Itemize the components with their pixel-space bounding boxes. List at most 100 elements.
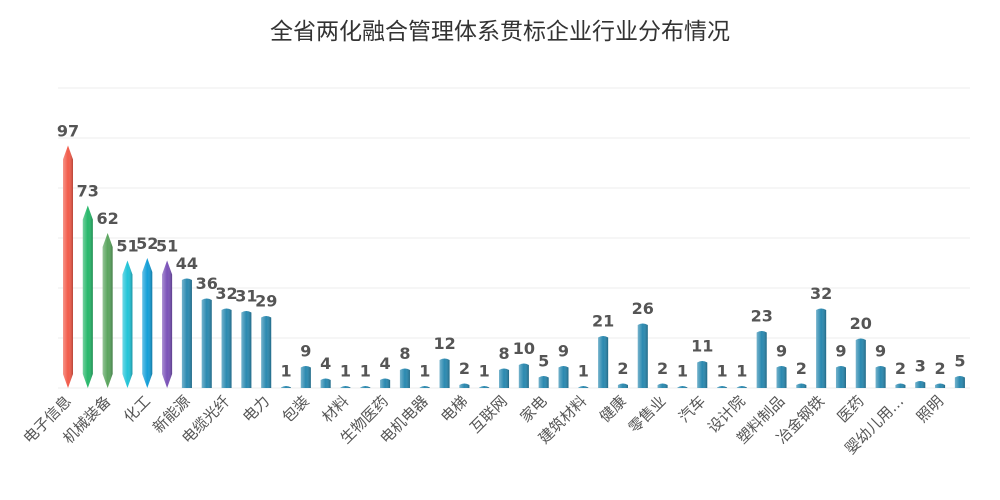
- bar: [360, 386, 371, 388]
- value-label: 12: [433, 334, 455, 353]
- bar: [419, 386, 430, 388]
- bar: [578, 386, 589, 388]
- value-label: 62: [97, 209, 119, 228]
- value-label: 9: [558, 342, 569, 361]
- value-label: 2: [617, 359, 628, 378]
- value-label: 23: [751, 307, 773, 326]
- value-label: 9: [776, 342, 787, 361]
- bar: [538, 376, 549, 388]
- value-label: 3: [915, 357, 926, 376]
- category-label: 健康: [596, 392, 630, 426]
- value-label: 26: [632, 299, 654, 318]
- bar: [439, 358, 450, 388]
- value-label: 1: [736, 362, 747, 381]
- value-label: 97: [57, 122, 79, 141]
- bar: [459, 383, 470, 388]
- value-label: 31: [235, 287, 257, 306]
- bar: [697, 361, 708, 388]
- value-label: 9: [875, 342, 886, 361]
- value-label: 51: [116, 237, 138, 256]
- bar: [835, 366, 846, 388]
- value-label: 29: [255, 292, 277, 311]
- category-label: 汽车: [675, 392, 709, 426]
- bar: [915, 381, 926, 388]
- value-label: 1: [716, 362, 727, 381]
- value-label: 5: [954, 352, 965, 371]
- bar: [340, 386, 351, 388]
- category-label: 互联网: [466, 392, 511, 437]
- bar: [677, 386, 688, 388]
- bar: [935, 383, 946, 388]
- bar: [479, 386, 490, 388]
- category-label: 医药: [834, 392, 868, 426]
- bar: [241, 311, 252, 388]
- value-label: 5: [538, 352, 549, 371]
- bar: [657, 383, 668, 388]
- value-label: 73: [77, 182, 99, 201]
- value-label: 2: [796, 359, 807, 378]
- value-label: 1: [479, 362, 490, 381]
- bar: [499, 368, 510, 388]
- value-label: 9: [300, 342, 311, 361]
- bar: [717, 386, 728, 388]
- bar: [63, 145, 73, 388]
- value-label: 20: [850, 314, 872, 333]
- value-label: 52: [136, 234, 158, 253]
- bar: [300, 366, 311, 388]
- bar: [895, 383, 906, 388]
- bar: [162, 260, 173, 388]
- value-label: 2: [935, 359, 946, 378]
- bar: [320, 378, 331, 388]
- value-label: 2: [657, 359, 668, 378]
- value-label: 2: [895, 359, 906, 378]
- bar: [221, 308, 232, 388]
- bar: [796, 383, 807, 388]
- value-label: 8: [498, 344, 509, 363]
- value-label: 1: [360, 362, 371, 381]
- bar: [816, 308, 827, 388]
- bar: [598, 336, 609, 388]
- value-label: 44: [176, 254, 198, 273]
- bar: [201, 298, 212, 388]
- bar: [617, 383, 628, 388]
- bar: [261, 316, 272, 388]
- category-label: 电梯: [437, 392, 471, 426]
- value-label: 8: [399, 344, 410, 363]
- value-label: 21: [592, 312, 614, 331]
- chart-title: 全省两化融合管理体系贯标企业行业分布情况: [270, 19, 730, 45]
- value-label: 4: [320, 354, 331, 373]
- bar: [954, 376, 965, 388]
- value-label: 4: [380, 354, 391, 373]
- bar: [122, 260, 133, 388]
- category-label: 电力: [239, 392, 273, 426]
- category-label: 包装: [279, 392, 313, 426]
- value-label: 1: [340, 362, 351, 381]
- value-label: 51: [156, 237, 178, 256]
- value-label: 32: [215, 284, 237, 303]
- category-label: 材料: [318, 392, 352, 426]
- value-label: 2: [459, 359, 470, 378]
- value-label: 9: [835, 342, 846, 361]
- bar: [736, 386, 747, 388]
- category-label: 照明: [913, 392, 947, 426]
- bar: [518, 363, 529, 388]
- bar: [776, 366, 787, 388]
- category-label: 家电: [517, 392, 551, 426]
- value-label: 11: [691, 337, 713, 356]
- category-label: 零售业: [625, 392, 670, 437]
- value-label: 36: [196, 274, 218, 293]
- bar: [181, 278, 192, 388]
- value-label: 1: [578, 362, 589, 381]
- value-label: 1: [419, 362, 430, 381]
- bar: [756, 331, 767, 388]
- bar: [558, 366, 569, 388]
- bar: [380, 378, 391, 388]
- value-label: 32: [810, 284, 832, 303]
- bar: [855, 338, 866, 388]
- value-label: 1: [677, 362, 688, 381]
- category-label: 化工: [120, 392, 154, 426]
- bar: [102, 233, 113, 388]
- value-label: 1: [280, 362, 291, 381]
- bar: [637, 323, 648, 388]
